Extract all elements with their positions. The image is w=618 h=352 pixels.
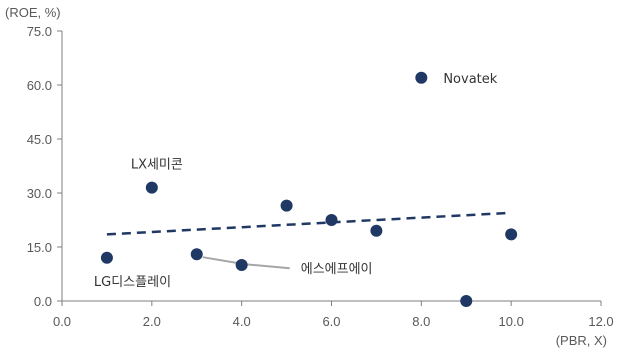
x-tick-label: 10.0 <box>499 314 524 329</box>
data-point <box>190 248 203 261</box>
point-label: 에스에프에이 <box>301 262 373 277</box>
data-point <box>325 214 338 226</box>
y-tick-label: 15.0 <box>27 240 52 255</box>
y-tick-label: 30.0 <box>27 186 52 201</box>
data-point <box>145 181 158 194</box>
x-axis-unit-label: (PBR, X) <box>556 333 607 348</box>
x-tick-label: 4.0 <box>233 314 251 329</box>
data-point <box>370 224 383 237</box>
x-tick-group: 0.0 2.0 4.0 6.0 8.0 10.0 12.0 <box>53 301 614 329</box>
data-point <box>415 71 428 84</box>
x-tick-label: 0.0 <box>53 314 71 329</box>
data-point <box>235 259 248 271</box>
x-tick-label: 12.0 <box>588 314 613 329</box>
data-point <box>460 295 473 307</box>
y-tick-label: 45.0 <box>27 132 52 147</box>
data-point <box>280 199 293 212</box>
y-tick-label: 60.0 <box>27 78 52 93</box>
y-tick-label: 75.0 <box>27 24 52 39</box>
x-tick-label: 2.0 <box>143 314 161 329</box>
trend-line <box>106 211 512 236</box>
y-axis-unit-label: (ROE, %) <box>5 5 61 20</box>
data-point <box>505 228 518 241</box>
y-tick-label: 0.0 <box>34 294 52 309</box>
x-tick-label: 6.0 <box>322 314 340 329</box>
data-points <box>100 71 518 307</box>
point-label: LX세미콘 <box>131 158 183 173</box>
data-point <box>100 251 113 264</box>
point-label: LG디스플레이 <box>94 275 171 290</box>
x-tick-label: 8.0 <box>412 314 430 329</box>
y-tick-group: 0.0 15.0 30.0 45.0 60.0 75.0 <box>27 24 62 309</box>
point-label: Novatek <box>443 72 497 87</box>
